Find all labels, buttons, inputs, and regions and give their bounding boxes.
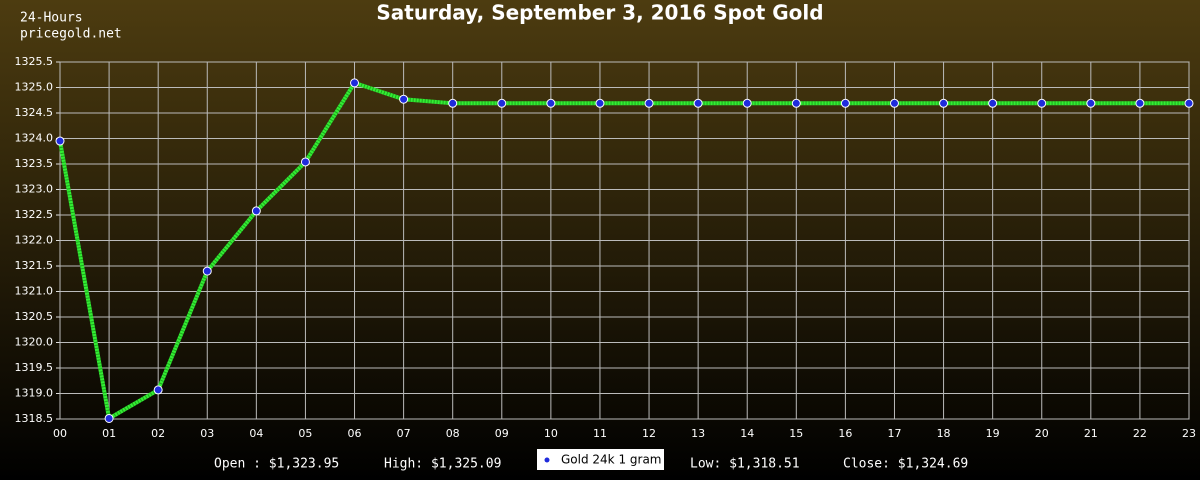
point <box>1086 98 1096 108</box>
x-tick-label: 08 <box>446 427 460 440</box>
x-tick-label: 20 <box>1035 427 1049 440</box>
footer-stat: Low: $1,318.51 <box>690 457 800 472</box>
point <box>791 98 801 108</box>
y-tick-label: 1325.5 <box>15 55 54 68</box>
y-tick-label: 1323.5 <box>15 157 54 170</box>
point <box>251 206 261 216</box>
x-tick-label: 11 <box>593 427 607 440</box>
x-tick-label: 09 <box>495 427 509 440</box>
point <box>1135 98 1145 108</box>
x-tick-label: 16 <box>838 427 852 440</box>
point <box>546 98 556 108</box>
y-tick-label: 1321.0 <box>15 285 54 298</box>
x-tick-label: 04 <box>249 427 263 440</box>
point <box>889 98 899 108</box>
x-tick-label: 14 <box>740 427 754 440</box>
series-line-texture <box>58 80 1189 422</box>
x-tick-label: 06 <box>348 427 362 440</box>
y-tick-label: 1319.0 <box>15 387 54 400</box>
y-tick-label: 1323.0 <box>15 183 54 196</box>
legend-box <box>537 449 664 470</box>
x-tick-label: 01 <box>102 427 116 440</box>
point <box>1037 98 1047 108</box>
x-tick-label: 15 <box>789 427 803 440</box>
point <box>300 157 310 167</box>
point <box>840 98 850 108</box>
x-tick-label: 02 <box>151 427 165 440</box>
point <box>693 98 703 108</box>
point <box>1184 98 1194 108</box>
point <box>399 94 409 104</box>
footer-stat: Open : $1,323.95 <box>214 457 339 472</box>
point <box>939 98 949 108</box>
corner-text: pricegold.net <box>20 27 122 42</box>
y-tick-label: 1322.0 <box>15 234 54 247</box>
x-tick-label: 19 <box>986 427 1000 440</box>
x-tick-label: 10 <box>544 427 558 440</box>
x-tick-label: 22 <box>1133 427 1147 440</box>
x-tick-label: 18 <box>937 427 951 440</box>
point <box>742 98 752 108</box>
footer-stat: Close: $1,324.69 <box>843 457 968 472</box>
x-tick-label: 17 <box>887 427 901 440</box>
legend-marker <box>544 457 550 463</box>
y-tick-label: 1325.0 <box>15 81 54 94</box>
x-tick-label: 03 <box>200 427 214 440</box>
y-tick-label: 1324.5 <box>15 106 54 119</box>
point <box>55 136 65 146</box>
y-tick-label: 1322.5 <box>15 208 54 221</box>
x-tick-label: 13 <box>691 427 705 440</box>
point <box>644 98 654 108</box>
point <box>202 266 212 276</box>
point <box>153 385 163 395</box>
x-tick-label: 07 <box>397 427 411 440</box>
point <box>497 98 507 108</box>
x-tick-label: 21 <box>1084 427 1098 440</box>
corner-text: 24-Hours <box>20 11 83 26</box>
chart-title: Saturday, September 3, 2016 Spot Gold <box>376 1 823 25</box>
point <box>350 78 360 88</box>
y-tick-label: 1320.0 <box>15 336 54 349</box>
y-tick-label: 1319.5 <box>15 361 54 374</box>
y-tick-label: 1321.5 <box>15 259 54 272</box>
point <box>104 413 114 423</box>
y-tick-label: 1324.0 <box>15 132 54 145</box>
point <box>595 98 605 108</box>
point <box>988 98 998 108</box>
x-tick-label: 12 <box>642 427 656 440</box>
y-tick-label: 1318.5 <box>15 412 54 425</box>
footer-stat: High: $1,325.09 <box>384 457 501 472</box>
x-tick-label: 00 <box>53 427 67 440</box>
point <box>448 98 458 108</box>
legend-label: Gold 24k 1 gram <box>561 453 661 467</box>
x-tick-label: 05 <box>298 427 312 440</box>
x-tick-label: 23 <box>1182 427 1196 440</box>
y-tick-label: 1320.5 <box>15 310 54 323</box>
